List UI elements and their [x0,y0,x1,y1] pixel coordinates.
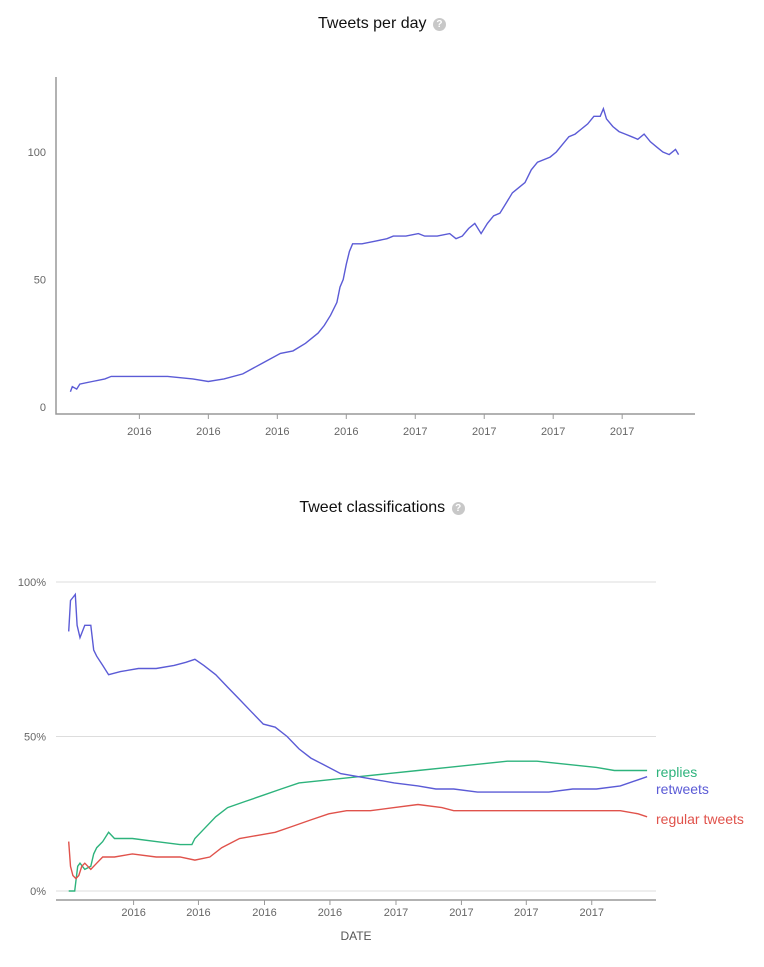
series-line-retweets [68,592,648,793]
chart-2-title-text: Tweet classifications [299,499,446,516]
x-tick-label: 2017 [610,426,634,438]
series-line-replies [68,760,648,892]
x-tick-label: 2017 [384,907,408,919]
series-line-regular-tweets [68,803,648,880]
chart-1-title-text: Tweets per day [318,15,427,32]
x-tick-label: 2016 [265,426,289,438]
x-tick-label: 2017 [472,426,496,438]
x-tick-label: 2016 [334,426,358,438]
x-tick-label: 2016 [318,907,342,919]
x-tick-label: 2016 [252,907,276,919]
series-label-replies: replies [656,764,697,780]
x-tick-label: 2017 [514,907,538,919]
x-tick-label: 2017 [403,426,427,438]
x-tick-label: 2016 [127,426,151,438]
x-axis-label: DATE [340,929,371,943]
y-tick-label: 100% [18,577,46,589]
chart-2-title: Tweet classifications ? [0,499,764,517]
x-tick-label: 2016 [121,907,145,919]
series-label-regular-tweets: regular tweets [656,811,744,827]
y-tick-label: 50 [34,275,46,287]
x-tick-label: 2017 [579,907,603,919]
y-tick-label: 0 [40,402,46,414]
chart-1-title: Tweets per day ? [0,15,764,33]
x-tick-label: 2017 [541,426,565,438]
help-icon[interactable]: ? [432,18,446,31]
tweets-per-day-chart: 0 50 100 2016 2016 2016 2016 2017 2017 2017 2017 [28,77,695,438]
x-tick-label: 2017 [449,907,473,919]
y-tick-label: 50% [24,732,46,744]
x-tick-label: 2016 [186,907,210,919]
axes [55,77,695,415]
x-tick-label: 2016 [196,426,220,438]
series-line-tweets-per-day [69,106,680,392]
y-tick-label: 100 [28,147,46,159]
y-tick-label: 0% [30,886,46,898]
series-label-retweets: retweets [656,781,709,797]
help-icon[interactable]: ? [451,502,465,515]
